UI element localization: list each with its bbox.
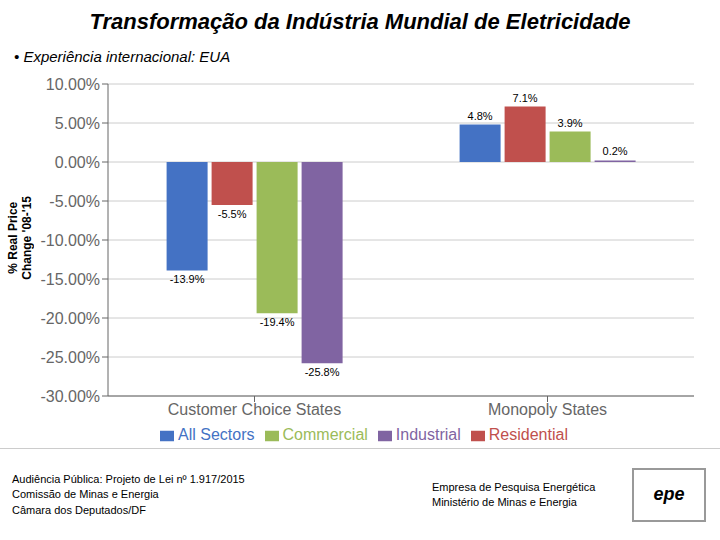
svg-text:-5.5%: -5.5% — [218, 208, 247, 220]
svg-text:-13.9%: -13.9% — [170, 273, 205, 285]
svg-text:10.00%: 10.00% — [46, 76, 100, 93]
svg-text:0.00%: 0.00% — [55, 154, 100, 171]
svg-text:-5.00%: -5.00% — [49, 193, 100, 210]
svg-text:4.8%: 4.8% — [468, 110, 493, 122]
svg-text:-25.8%: -25.8% — [305, 366, 340, 378]
svg-text:-25.00%: -25.00% — [40, 349, 100, 366]
svg-text:3.9%: 3.9% — [558, 117, 583, 129]
html-text:Industrial: Industrial — [395, 426, 461, 443]
html-text:Empresa de Pesquisa Energética: Empresa de Pesquisa Energética Ministéri… — [432, 480, 596, 508]
html-text:• Experiência internacional: E: • Experiência internacional: EUA — [14, 47, 231, 65]
svg-text:Customer Choice States: Customer Choice States — [168, 401, 341, 418]
svg-text:5.00%: 5.00% — [55, 115, 100, 132]
html-text:Audiência Pública: Projeto de: Audiência Pública: Projeto de Lei nº 1.9… — [12, 472, 245, 516]
html-text:epe: epe — [653, 484, 685, 505]
svg-text:0.2%: 0.2% — [603, 145, 628, 157]
html-text:All Sectors: All Sectors — [178, 426, 255, 443]
svg-text:-15.00%: -15.00% — [40, 271, 100, 288]
svg-text:Monopoly States: Monopoly States — [488, 401, 607, 418]
svg-text:-30.00%: -30.00% — [40, 388, 100, 405]
svg-text:7.1%: 7.1% — [513, 92, 538, 104]
svg-text:-20.00%: -20.00% — [40, 310, 100, 327]
html-text:% Real Price Change '08-'15: % Real Price Change '08-'15 — [6, 196, 34, 280]
svg-text:-19.4%: -19.4% — [260, 316, 295, 328]
html-text:Transformação da Indústria Mun: Transformação da Indústria Mundial de El… — [89, 9, 631, 34]
svg-text:-10.00%: -10.00% — [40, 232, 100, 249]
html-text:Residential: Residential — [488, 426, 568, 443]
html-text:Commercial: Commercial — [282, 426, 368, 443]
